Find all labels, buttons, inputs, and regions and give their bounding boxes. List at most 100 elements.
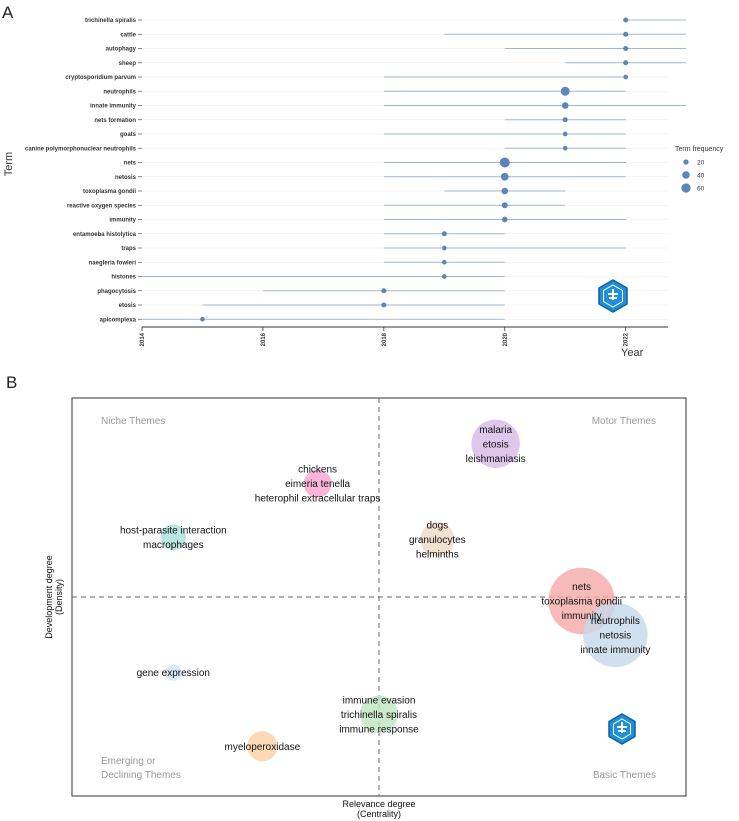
term-median-point	[562, 145, 568, 151]
term-median-point	[561, 102, 569, 109]
panel-b-label: B	[6, 373, 17, 392]
term-label: sheep	[119, 61, 137, 67]
term-label: autophagy	[106, 47, 137, 53]
term-label: toxoplasma gondii	[83, 189, 136, 195]
cluster-word-label: malaria	[479, 425, 512, 436]
x-tick-label: 2022	[624, 332, 630, 346]
term-median-point	[501, 187, 509, 195]
cluster-word-label: immune response	[339, 724, 419, 735]
term-median-point	[441, 245, 447, 251]
term-label: neutrophils	[103, 89, 136, 95]
cluster-word-label: nets	[572, 582, 591, 593]
term-label: cryptosporidium parvum	[65, 75, 136, 81]
cluster-word-label: heterophil extracellular traps	[255, 494, 381, 505]
cluster-word-label: neutrophils	[591, 616, 640, 627]
legend-swatch	[683, 159, 689, 165]
quadrant-basic-themes: Basic Themes	[593, 770, 656, 781]
term-label: immunity	[109, 218, 136, 224]
x-tick-label: 2020	[503, 332, 509, 346]
term-median-point	[623, 17, 629, 23]
cluster-word-label: immune evasion	[343, 695, 416, 706]
term-label: traps	[121, 246, 136, 252]
panel-b-thematic-map: Niche Themes Motor Themes Emerging or De…	[44, 397, 687, 819]
term-label: nets	[124, 161, 137, 167]
cluster-word-label: toxoplasma gondii	[541, 596, 622, 607]
cluster-word-label: helminths	[416, 549, 459, 560]
cluster-word-label: immunity	[562, 611, 602, 622]
cluster-bubble	[303, 469, 332, 498]
legend-label: 20	[697, 160, 705, 167]
x-tick-label: 2018	[382, 332, 388, 346]
cluster-word-label: trichinella spiralis	[341, 710, 417, 721]
legend: Term frequency 20 40 60	[675, 146, 724, 193]
cluster-bubble	[420, 522, 455, 557]
term-median-point	[501, 216, 508, 223]
term-median-point	[560, 86, 570, 96]
term-median-point	[623, 74, 629, 80]
cluster-word-label: etosis	[483, 439, 509, 450]
cluster-word-label: netosis	[600, 630, 632, 641]
term-label: etosis	[119, 303, 137, 309]
y-axis-title-b: Development degree(Density)	[44, 555, 64, 639]
term-median-point	[500, 172, 509, 181]
cluster-word-label: granulocytes	[409, 535, 466, 546]
legend-label: 60	[697, 186, 705, 193]
cluster-word-label: dogs	[426, 520, 448, 531]
term-median-point	[200, 316, 205, 322]
cluster-word-label: innate immunity	[580, 645, 650, 656]
panel-a-trend-chart: trichinella spiralis cattle autophagy sheep…	[3, 17, 724, 359]
cluster-word-label: eimeria tenella	[285, 479, 350, 490]
term-median-point	[381, 288, 387, 294]
cluster-word-label: myeloperoxidase	[225, 742, 301, 753]
cluster-bubble	[160, 524, 187, 551]
term-median-point	[441, 274, 447, 279]
bibliometrix-logo	[598, 279, 628, 313]
cluster-bubble	[583, 602, 648, 668]
quadrant-emerging-line-1: Emerging or	[101, 756, 156, 767]
term-median-point	[441, 259, 447, 265]
legend-label: 40	[697, 173, 705, 180]
term-median-point	[501, 202, 508, 209]
term-median-point	[623, 60, 629, 66]
quadrant-niche-themes: Niche Themes	[101, 416, 165, 427]
cluster-word-label: macrophages	[143, 540, 204, 551]
x-axis-title-b: Relevance degree (Centrality)	[342, 799, 415, 819]
term-label: goats	[120, 132, 137, 138]
term-label: trichinella spiralis	[85, 18, 137, 24]
term-label: nets formation	[94, 118, 136, 124]
x-axis-title: Year	[621, 347, 644, 359]
term-median-point	[499, 157, 510, 168]
term-median-point	[562, 131, 568, 137]
cluster-word-label: gene expression	[137, 668, 210, 679]
term-label: canine polymorphonuclear neutrophils	[25, 146, 137, 152]
term-label: histones	[111, 275, 136, 281]
panel-a-label: A	[2, 3, 14, 22]
term-label: entamoeba histolytica	[73, 232, 137, 238]
term-label: cattle	[120, 32, 136, 38]
term-label: netosis	[115, 175, 137, 181]
cluster-bubble	[165, 664, 182, 681]
cluster-bubble	[247, 731, 278, 762]
term-label: phagocytosis	[97, 289, 136, 295]
cluster-bubble	[471, 419, 520, 468]
term-label: innate immunity	[90, 104, 137, 110]
x-tick-label: 2014	[140, 332, 146, 346]
cluster-word-label: leishmaniasis	[466, 454, 526, 465]
term-median-point	[381, 302, 387, 308]
cluster-word-label: host-parasite interaction	[120, 526, 227, 537]
term-median-point	[623, 31, 629, 37]
bibliometrix-logo-b	[608, 713, 636, 745]
cluster-word-label: chickens	[298, 465, 337, 476]
cluster-bubble	[360, 695, 398, 734]
term-median-point	[562, 117, 568, 123]
term-label: apicomplexa	[100, 317, 137, 323]
legend-title: Term frequency	[675, 146, 724, 153]
term-median-point	[441, 231, 447, 237]
quadrant-emerging-line-2: Declining Themes	[101, 770, 181, 781]
y-axis-title: Term	[3, 152, 15, 176]
term-label: naegleria fowleri	[89, 260, 137, 266]
legend-swatch	[681, 183, 691, 193]
legend-swatch	[682, 171, 690, 179]
quadrant-motor-themes: Motor Themes	[592, 416, 656, 427]
